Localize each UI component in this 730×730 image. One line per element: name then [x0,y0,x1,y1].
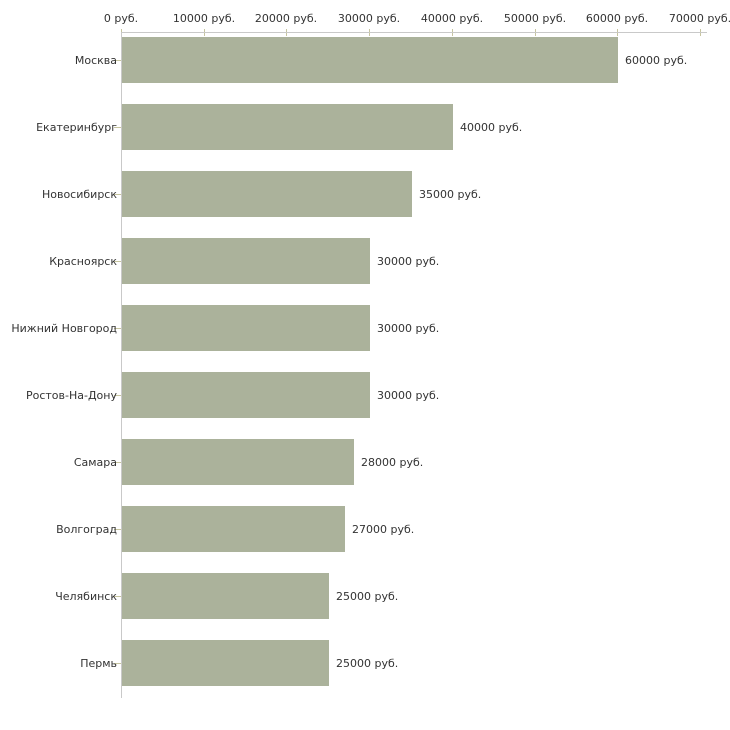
x-axis-line [121,32,707,33]
y-axis-tick [114,462,121,463]
y-axis-tick [114,60,121,61]
bar [122,506,345,552]
bar-value-label: 40000 руб. [460,121,523,134]
bar-value-label: 25000 руб. [336,657,399,670]
x-axis-tick-label: 50000 руб. [503,12,567,25]
x-axis-tick-label: 60000 руб. [585,12,649,25]
category-label: Новосибирск [41,188,117,201]
bar-value-label: 30000 руб. [377,322,440,335]
category-label: Пермь [80,657,117,670]
bar-value-label: 25000 руб. [336,590,399,603]
y-axis-tick [114,529,121,530]
category-label: Екатеринбург [36,121,117,134]
bar-value-label: 35000 руб. [419,188,482,201]
bar [122,439,354,485]
y-axis-line [121,32,122,698]
y-axis-tick [114,663,121,664]
y-axis-tick [114,395,121,396]
category-label: Волгоград [56,523,117,536]
y-axis-tick [114,261,121,262]
category-label: Самара [73,456,117,469]
x-axis-tick-label: 30000 руб. [337,12,401,25]
bar-value-label: 28000 руб. [361,456,424,469]
category-label: Красноярск [49,255,117,268]
x-axis-tick-label: 0 руб. [103,12,139,25]
bar [122,171,412,217]
y-axis-tick [114,127,121,128]
bar-value-label: 27000 руб. [352,523,415,536]
bar [122,573,329,619]
bar-value-label: 30000 руб. [377,389,440,402]
bar [122,104,453,150]
category-label: Нижний Новгород [11,322,117,335]
bar [122,305,370,351]
x-axis-tick-label: 20000 руб. [254,12,318,25]
bar [122,640,329,686]
bar-value-label: 30000 руб. [377,255,440,268]
category-label: Москва [74,54,117,67]
bar [122,37,618,83]
x-axis-tick-label: 40000 руб. [420,12,484,25]
category-label: Ростов-На-Дону [25,389,117,402]
bar [122,372,370,418]
category-label: Челябинск [55,590,117,603]
bar-value-label: 60000 руб. [625,54,688,67]
y-axis-tick [114,194,121,195]
x-axis-tick-label: 10000 руб. [172,12,236,25]
x-axis-tick-label: 70000 руб. [668,12,730,25]
y-axis-tick [114,328,121,329]
y-axis-tick [114,596,121,597]
bar [122,238,370,284]
